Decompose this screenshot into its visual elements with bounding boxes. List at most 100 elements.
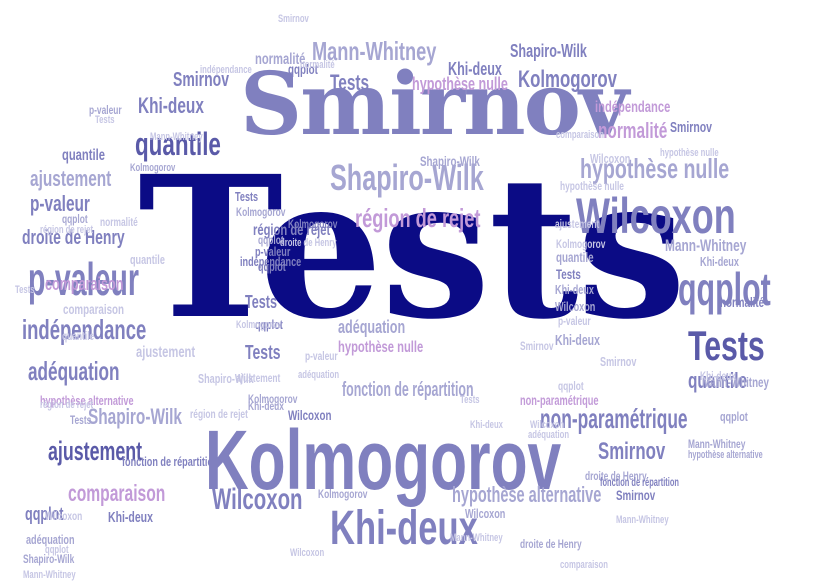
word-comparaison-small-1: comparaison — [63, 301, 124, 317]
word-hypothese-nulle-small-1: hypothèse nulle — [412, 74, 508, 94]
word-quantile-small-3: quantile — [62, 329, 95, 343]
word-mann-whitney-medium: Mann-Whitney — [665, 236, 747, 255]
word-smirnov-small-2: Smirnov — [600, 354, 637, 369]
word-smirnov-small-5: Smirnov — [520, 339, 554, 353]
word-ajustement-small-3: ajustement — [236, 371, 281, 385]
word-tests-small-5: Tests — [235, 189, 259, 204]
word-hypothese-alternative-small: hypothèse alternative — [40, 393, 134, 408]
word-kolmogorov-small-4: Kolmogorov — [556, 237, 606, 251]
word-shapiro-wilk-small-3: Shapiro-Wilk — [198, 371, 254, 386]
word-mann-whitney-large: Mann-Whitney — [312, 36, 437, 66]
word-wilcoxon-small-2: Wilcoxon — [555, 299, 596, 314]
word-wilcoxon-small-3: Wilcoxon — [465, 506, 506, 521]
word-comparaison-medium: comparaison — [45, 274, 124, 294]
word-tests-small-2: Tests — [245, 292, 277, 312]
word-comparaison-small-2: comparaison — [556, 129, 604, 141]
word-adequation-small-3: adéquation — [298, 369, 340, 381]
word-region-de-rejet-small-4: région de rejet — [40, 224, 94, 236]
word-kolmogorov-medium: Kolmogorov — [518, 66, 617, 93]
word-region-de-rejet: région de rejet — [355, 203, 481, 233]
word-mann-whitney-small-2: Mann-Whitney — [150, 131, 203, 143]
word-qqplot-small-6: qqplot — [62, 212, 88, 226]
word-quantile-small-1: quantile — [62, 147, 105, 164]
word-droite-de-henry-medium: droite de Henry — [22, 227, 125, 249]
word-hypothese-nulle-large: hypothèse nulle — [580, 153, 730, 184]
word-normalite-small-2: normalité — [720, 294, 765, 310]
word-wilcoxon-small-4: Wilcoxon — [590, 151, 631, 166]
word-smirnov-small-4: Smirnov — [670, 119, 713, 136]
word-normalite-small-3: normalité — [100, 215, 138, 229]
word-fonction-de-repartition-small: fonction de répartition — [122, 454, 219, 469]
word-ajustement-medium: ajustement — [30, 166, 112, 191]
word-independance-small-3: indépendance — [240, 254, 302, 269]
word-hypothese-alternative-large: hypothèse alternative — [452, 482, 602, 507]
word-mann-whitney-small-6: Mann-Whitney — [616, 514, 669, 526]
word-smirnov-small-6: Smirnov — [278, 13, 309, 25]
word-p-valeur-medium: p-valeur — [30, 191, 90, 216]
word-khi-deux-small-7: Khi-deux — [700, 369, 736, 383]
word-smirnov-large: Smirnov — [240, 54, 629, 155]
word-tests-small-3: Tests — [95, 114, 115, 126]
word-comparaison-small-3: comparaison — [560, 559, 608, 571]
word-droite-de-henry-small-3: droite de Henry — [520, 537, 582, 551]
word-non-parametrique-large: non-paramétrique — [540, 403, 688, 434]
word-quantile-large: quantile — [135, 126, 221, 162]
word-p-valeur-large: p-valeur — [28, 253, 139, 305]
word-mann-whitney-small-3: Mann-Whitney — [688, 437, 746, 451]
word-comparaison-large: comparaison — [68, 480, 166, 506]
word-qqplot-small-1: qqplot — [25, 504, 64, 524]
word-ajustement-small-2: ajustement — [555, 217, 600, 231]
word-qqplot-small-8: qqplot — [558, 379, 584, 393]
word-kolmogorov-small-3: Kolmogorov — [130, 162, 176, 174]
word-qqplot-small-9: qqplot — [45, 544, 69, 556]
word-khi-deux-small-3: Khi-deux — [555, 282, 594, 297]
word-tests-small-1: Tests — [245, 342, 281, 364]
word-khi-deux-small-8: Khi-deux — [470, 419, 503, 431]
word-khi-deux-small-1: Khi-deux — [448, 59, 502, 79]
word-fonction-de-repartition-small-2: fonction de répartition — [600, 475, 679, 489]
word-mann-whitney-small: Mann-Whitney — [702, 374, 769, 390]
word-independance-large: indépendance — [22, 314, 147, 345]
word-khi-deux-small-2: Khi-deux — [555, 332, 600, 349]
word-hypothese-nulle-small-2: hypothèse nulle — [338, 339, 424, 356]
word-tests-small-7: Tests — [15, 284, 35, 296]
word-kolmogorov-small-7: Kolmogorov — [236, 205, 286, 219]
word-tests-small-4: Tests — [556, 266, 581, 282]
word-independance-small-2: indépendance — [200, 64, 252, 76]
word-quantile-small-2: quantile — [556, 249, 594, 265]
word-shapiro-wilk-large: Shapiro-Wilk — [330, 157, 484, 198]
word-khi-deux-small-4: Khi-deux — [700, 254, 739, 269]
word-adequation-large: adéquation — [28, 356, 120, 386]
word-shapiro-wilk-medium: Shapiro-Wilk — [88, 404, 182, 429]
word-hypothese-nulle-small-3: hypothèse nulle — [660, 147, 719, 159]
word-qqplot-small-4: qqplot — [255, 317, 283, 332]
word-kolmogorov-small-1: Kolmogorov — [288, 217, 338, 231]
word-tests-small-6: Tests — [70, 413, 92, 427]
word-hypothese-nulle-small-4: hypothèse nulle — [560, 179, 624, 193]
word-wilcoxon-small-7: Wilcoxon — [290, 547, 325, 559]
word-p-valeur-small-4: p-valeur — [305, 349, 338, 363]
word-region-de-rejet-small-3: région de rejet — [40, 399, 94, 411]
word-wilcoxon-small-5: Wilcoxon — [45, 509, 83, 523]
word-region-de-rejet-small-1: région de rejet — [253, 222, 331, 239]
word-ajustement-large: ajustement — [48, 436, 143, 466]
word-independance-small-1: indépendance — [595, 99, 671, 116]
word-kolmogorov-large: Kolmogorov — [205, 413, 562, 507]
word-khi-deux-small-6: Khi-deux — [248, 399, 284, 413]
word-adequation-small-2: adéquation — [528, 429, 570, 441]
word-tests-medium-1: Tests — [330, 70, 370, 95]
word-kolmogorov-small-5: Kolmogorov — [248, 392, 298, 406]
word-qqplot-small-3: qqplot — [258, 259, 286, 274]
word-smirnov-medium: Smirnov — [598, 438, 666, 465]
word-smirnov-small: Smirnov — [173, 69, 230, 91]
word-p-valeur-small-3: p-valeur — [558, 314, 591, 328]
word-non-parametrique-small-1: non-paramétrique — [520, 392, 599, 408]
word-smirnov-small-3: Smirnov — [616, 487, 656, 503]
word-kolmogorov-small-6: Kolmogorov — [236, 319, 282, 331]
word-adequation-medium: adéquation — [338, 317, 406, 337]
word-fonction-de-repartition-medium: fonction de répartition — [342, 379, 474, 401]
word-wilcoxon-small-1: Wilcoxon — [288, 407, 332, 423]
word-wilcoxon-medium: Wilcoxon — [212, 483, 303, 516]
word-shapiro-wilk-small-1: Shapiro-Wilk — [510, 41, 587, 61]
